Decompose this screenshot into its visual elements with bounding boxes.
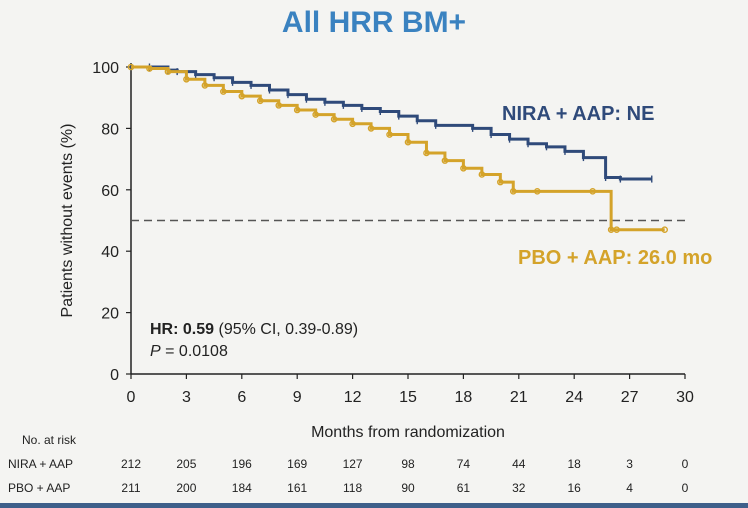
censor-mark xyxy=(201,82,209,89)
risk-cell: 0 xyxy=(681,457,689,471)
y-tick-label: 60 xyxy=(101,183,119,200)
chart-title: All HRR BM+ xyxy=(281,6,467,39)
hr-ci: (95% CI, 0.39-0.89) xyxy=(218,321,359,338)
risk-row-label-nira: NIRA + AAP xyxy=(8,457,74,471)
censor-mark xyxy=(146,65,153,72)
risk-cell: 161 xyxy=(287,481,308,495)
censor-mark xyxy=(478,171,486,178)
risk-cell: 74 xyxy=(456,457,471,471)
risk-cell: 61 xyxy=(456,481,471,495)
risk-cell: 16 xyxy=(567,481,581,495)
risk-cell: 44 xyxy=(512,457,526,471)
censor-mark xyxy=(533,188,541,195)
risk-cell: 184 xyxy=(231,481,252,495)
censor-mark xyxy=(404,138,412,146)
series-label-pbo: PBO + AAP: 26.0 mo xyxy=(518,247,713,269)
risk-table-title: No. at risk xyxy=(22,433,77,447)
censor-mark xyxy=(275,102,283,109)
y-axis-label: Patients without events (%) xyxy=(59,124,76,318)
risk-cell: 118 xyxy=(343,481,363,495)
x-tick-label: 9 xyxy=(293,389,302,406)
censor-mark xyxy=(589,188,596,195)
x-tick-label: 0 xyxy=(127,389,136,406)
risk-cell: 4 xyxy=(626,481,633,495)
x-tick-label: 18 xyxy=(455,389,473,406)
censor-mark xyxy=(613,226,620,234)
series-group xyxy=(127,63,668,234)
censor-mark xyxy=(460,165,467,172)
censor-mark xyxy=(497,178,504,186)
risk-cell: 127 xyxy=(342,457,363,471)
x-tick-label: 15 xyxy=(399,389,417,406)
risk-cell: 169 xyxy=(287,457,308,471)
risk-cell: 196 xyxy=(231,457,252,471)
x-tick-label: 12 xyxy=(344,389,362,406)
x-tick-label: 24 xyxy=(565,389,583,406)
censor-mark xyxy=(349,120,356,128)
risk-cell: 90 xyxy=(401,481,415,495)
censor-mark xyxy=(256,97,264,105)
censor-mark xyxy=(330,115,338,123)
censor-mark xyxy=(127,63,135,71)
risk-cell: 205 xyxy=(176,457,197,471)
x-tick-label: 21 xyxy=(510,389,528,406)
censor-mark xyxy=(164,68,172,75)
y-tick-label: 0 xyxy=(110,367,119,384)
y-tick-label: 40 xyxy=(101,244,119,261)
censor-mark xyxy=(220,88,227,95)
censor-mark xyxy=(386,131,393,138)
censor-mark xyxy=(293,106,301,114)
hr-value: HR: 0.59 xyxy=(150,321,215,338)
x-tick-label: 3 xyxy=(182,389,191,406)
x-tick-label: 6 xyxy=(237,389,246,406)
risk-cell: 211 xyxy=(121,481,141,495)
axes-group: 0 3 6 9 12 15 18 21 24 27 30 0 20 40 60 80 100 Months fro… xyxy=(59,60,694,441)
risk-cell: 200 xyxy=(176,481,197,495)
censor-mark xyxy=(509,188,517,195)
censor-mark xyxy=(312,111,319,118)
x-axis-label: Months from randomization xyxy=(311,424,505,441)
censor-mark xyxy=(661,226,668,234)
p-value-annotation: P = 0.0108 xyxy=(150,343,228,361)
slide-bottom-bar xyxy=(0,503,748,508)
y-tick-label: 100 xyxy=(92,60,119,77)
hazard-ratio-annotation: HR: 0.59 (95% CI, 0.39-0.89) xyxy=(150,321,358,339)
censor-mark xyxy=(238,92,246,100)
risk-cell: 98 xyxy=(401,457,415,471)
km-curve-pbo xyxy=(131,65,665,232)
risk-cell: 18 xyxy=(567,457,581,471)
y-tick-label: 20 xyxy=(101,306,119,323)
x-tick-label: 27 xyxy=(621,389,639,406)
censor-mark xyxy=(441,157,449,164)
risk-row-label-pbo: PBO + AAP xyxy=(8,481,71,495)
risk-cell: 0 xyxy=(681,481,689,495)
risk-cell: 3 xyxy=(626,457,633,471)
risk-cell: 32 xyxy=(512,481,526,495)
p-value: = 0.0108 xyxy=(165,343,228,360)
y-tick-label: 80 xyxy=(101,121,119,138)
x-tick-label: 30 xyxy=(676,389,694,406)
censor-mark xyxy=(183,75,190,83)
series-label-nira: NIRA + AAP: NE xyxy=(502,103,655,125)
risk-cell: 212 xyxy=(120,457,142,471)
p-label: P xyxy=(150,343,161,360)
censor-mark xyxy=(367,125,375,132)
censor-mark xyxy=(423,149,430,157)
